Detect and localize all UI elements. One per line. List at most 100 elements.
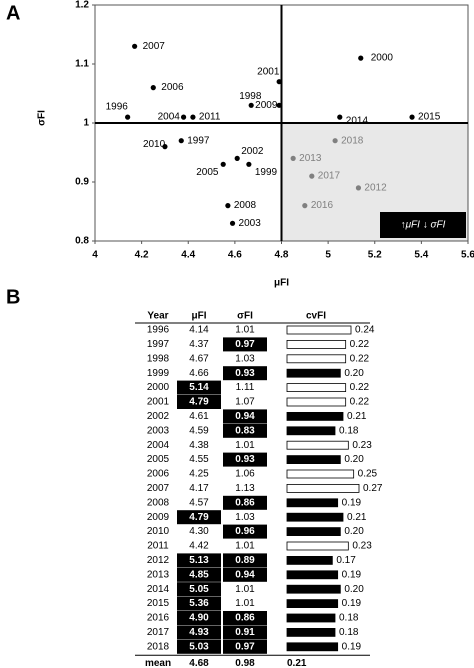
sigma-cell: 0.83 bbox=[235, 425, 255, 436]
highlight-cell bbox=[223, 524, 267, 539]
y-tick-label: 0.8 bbox=[75, 236, 89, 247]
mu-cell: 4.90 bbox=[189, 613, 209, 624]
cv-bar bbox=[286, 339, 347, 349]
data-point bbox=[178, 138, 184, 144]
x-tick-label: 5.6 bbox=[461, 250, 474, 261]
mu-cell: 4.38 bbox=[189, 440, 209, 451]
year-cell: 2000 bbox=[147, 382, 170, 393]
year-cell: 2008 bbox=[147, 497, 170, 508]
cv-bar bbox=[286, 440, 349, 450]
sigma-cell: 1.01 bbox=[235, 325, 255, 336]
mu-cell: 4.61 bbox=[189, 411, 209, 422]
year-cell: 2014 bbox=[147, 584, 170, 595]
cv-bar bbox=[286, 570, 339, 580]
data-point bbox=[220, 161, 226, 167]
mu-cell: 4.30 bbox=[189, 526, 209, 537]
highlight-cell bbox=[223, 567, 267, 582]
point-label: 2005 bbox=[196, 167, 219, 178]
year-cell: 2009 bbox=[147, 512, 170, 523]
data-point bbox=[309, 173, 315, 179]
sigma-cell: 0.97 bbox=[235, 339, 255, 350]
highlight-cell bbox=[177, 611, 221, 625]
cv-bar bbox=[286, 541, 349, 551]
x-tick-label: 5 bbox=[325, 250, 331, 261]
year-cell: 1996 bbox=[147, 325, 170, 336]
point-label: 2015 bbox=[418, 112, 441, 123]
annotation-box bbox=[380, 212, 466, 238]
cv-label: 0.21 bbox=[347, 411, 367, 422]
sigma-cell: 1.07 bbox=[235, 397, 255, 408]
x-tick-label: 4.6 bbox=[228, 250, 242, 261]
highlight-cell bbox=[223, 611, 267, 625]
cv-bar bbox=[286, 642, 339, 652]
sigma-cell: 1.06 bbox=[235, 469, 255, 480]
mu-cell: 4.55 bbox=[189, 454, 209, 465]
year-cell: 2011 bbox=[147, 541, 169, 552]
sigma-cell: 0.89 bbox=[235, 555, 255, 566]
sigma-cell: 1.03 bbox=[235, 353, 255, 364]
cv-label: 0.22 bbox=[350, 339, 370, 350]
year-cell: 2001 bbox=[147, 397, 170, 408]
cv-bar bbox=[286, 628, 336, 637]
data-point bbox=[302, 203, 308, 209]
data-point bbox=[162, 144, 168, 150]
sigma-cell: 0.94 bbox=[235, 569, 255, 580]
point-label: 1998 bbox=[239, 91, 262, 102]
data-point bbox=[290, 155, 296, 161]
year-cell: 2007 bbox=[147, 483, 170, 494]
y-axis-label: σFI bbox=[37, 110, 48, 126]
point-label: 2004 bbox=[158, 112, 181, 123]
mu-cell: 4.66 bbox=[189, 368, 209, 379]
point-label: 2003 bbox=[239, 218, 262, 229]
year-cell: 2015 bbox=[147, 598, 170, 609]
cv-label: 0.24 bbox=[355, 325, 375, 336]
sigma-cell: 0.93 bbox=[235, 368, 255, 379]
cv-bar bbox=[286, 599, 339, 608]
data-point bbox=[332, 138, 338, 144]
sigma-cell: 0.91 bbox=[235, 627, 255, 638]
highlight-cell bbox=[177, 596, 221, 611]
cv-label: 0.19 bbox=[342, 598, 362, 609]
year-cell: 2010 bbox=[147, 526, 170, 537]
point-label: 2011 bbox=[199, 112, 221, 123]
cv-label: 0.18 bbox=[339, 425, 359, 436]
cv-label: 0.18 bbox=[339, 627, 359, 638]
mu-cell: 4.57 bbox=[189, 497, 209, 508]
cv-label: 0.19 bbox=[342, 569, 362, 580]
data-point bbox=[132, 43, 138, 49]
sigma-cell: 0.97 bbox=[235, 641, 255, 652]
mu-cell: 5.13 bbox=[189, 555, 209, 566]
point-label: 1996 bbox=[106, 102, 129, 113]
x-tick-label: 4.8 bbox=[275, 250, 289, 261]
cv-bar bbox=[286, 426, 336, 436]
data-point bbox=[225, 203, 231, 209]
year-cell: 1997 bbox=[147, 339, 170, 350]
cv-label: 0.19 bbox=[342, 641, 362, 652]
cv-bar bbox=[286, 368, 341, 378]
mu-cell: 4.17 bbox=[189, 483, 209, 494]
cv-bar bbox=[286, 455, 341, 465]
point-label: 2008 bbox=[234, 200, 257, 211]
point-label: 2010 bbox=[143, 139, 166, 150]
y-tick-label: 1 bbox=[83, 118, 89, 129]
cv-bar bbox=[286, 469, 355, 479]
cv-bar bbox=[286, 483, 360, 493]
data-point bbox=[190, 114, 196, 120]
point-label: 2000 bbox=[371, 53, 394, 64]
year-cell: 2005 bbox=[147, 454, 170, 465]
mu-cell: 4.25 bbox=[189, 469, 209, 480]
mu-cell: 5.03 bbox=[189, 641, 209, 652]
mean-cv: 0.21 bbox=[287, 658, 307, 668]
year-cell: 2018 bbox=[147, 641, 170, 652]
sigma-cell: 1.01 bbox=[235, 584, 255, 595]
data-point bbox=[180, 114, 187, 120]
x-tick-label: 5.2 bbox=[368, 250, 382, 261]
mu-cell: 4.42 bbox=[189, 541, 209, 552]
mu-cell: 4.67 bbox=[189, 353, 209, 364]
cv-label: 0.27 bbox=[363, 483, 383, 494]
mu-cell: 5.14 bbox=[189, 382, 209, 393]
sigma-cell: 1.01 bbox=[235, 541, 255, 552]
year-cell: 1999 bbox=[147, 368, 170, 379]
highlight-cell bbox=[177, 639, 221, 654]
